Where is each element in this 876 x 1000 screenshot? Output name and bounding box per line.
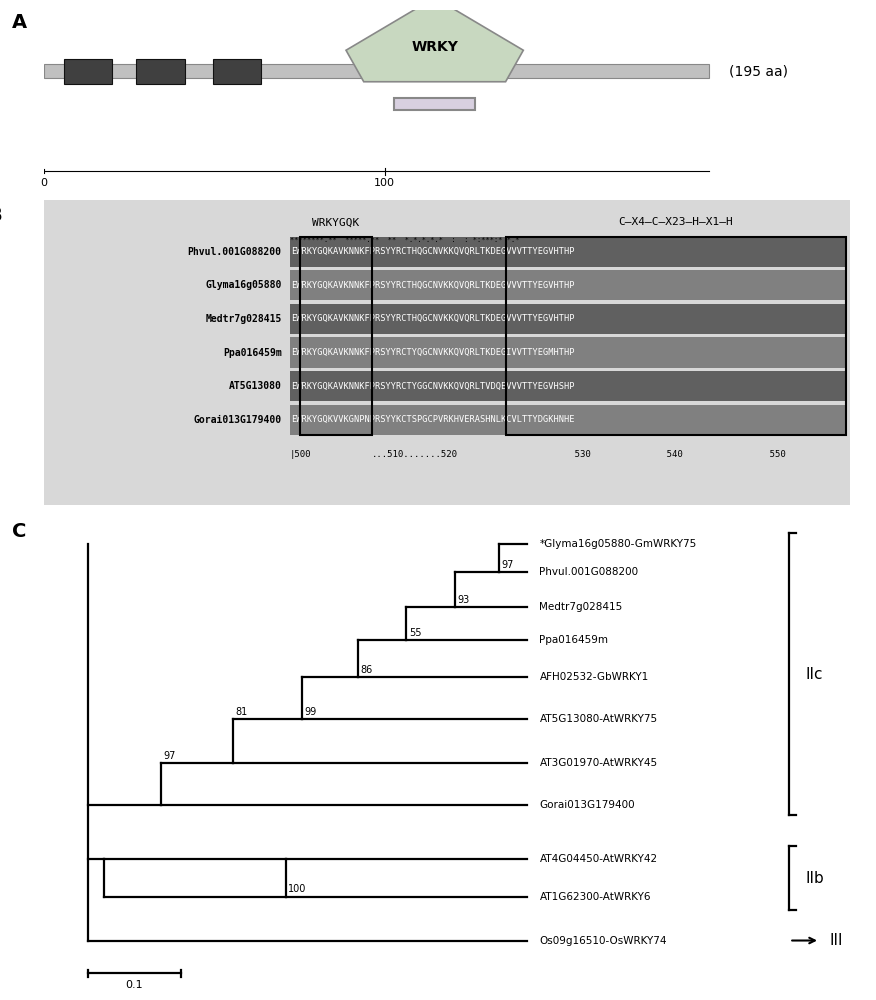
- FancyBboxPatch shape: [137, 59, 185, 84]
- Text: Medtr7g028415: Medtr7g028415: [205, 314, 281, 324]
- Text: EWRKYGQKAVKNNKFPRSYYRCTHQGCNVKKQVQRLTKDEGVVVTTYEGVHTHP: EWRKYGQKAVKNNKFPRSYYRCTHQGCNVKKQVQRLTKDE…: [291, 314, 575, 323]
- Text: IIb: IIb: [805, 871, 824, 886]
- Text: 86: 86: [361, 665, 373, 675]
- Text: 81: 81: [236, 707, 248, 717]
- Text: Phvul.001G088200: Phvul.001G088200: [540, 567, 639, 577]
- Text: C: C: [11, 522, 26, 541]
- FancyBboxPatch shape: [290, 337, 845, 368]
- Text: EWRKYGQKAVKNNKFPRSYYRCTHQGCNVKKQVQRLTKDEGVVVTTYEGVHTHP: EWRKYGQKAVKNNKFPRSYYRCTHQGCNVKKQVQRLTKDE…: [291, 247, 575, 256]
- Text: ********.**  *****.**  **  *.*.*.*.*  :  : *:***:* *.*: ********.** *****.** ** *.*.*.*.* : : *:…: [290, 237, 519, 243]
- FancyBboxPatch shape: [290, 371, 845, 401]
- FancyBboxPatch shape: [290, 237, 845, 267]
- Text: 100: 100: [374, 178, 395, 188]
- Text: (195 aa): (195 aa): [729, 64, 788, 78]
- Text: 540: 540: [630, 450, 683, 459]
- Text: Ppa016459m: Ppa016459m: [223, 348, 281, 358]
- FancyBboxPatch shape: [64, 59, 112, 84]
- FancyBboxPatch shape: [213, 59, 261, 84]
- FancyBboxPatch shape: [44, 200, 850, 505]
- Text: ...510.......520: ...510.......520: [372, 450, 458, 459]
- Text: EWRKYGQKVVKGNPNPRSYYKCTSPGCPVRKHVERASHNLKCVLTTYDGKHNHE: EWRKYGQKVVKGNPNPRSYYKCTSPGCPVRKHVERASHNL…: [291, 415, 575, 424]
- Text: AT5G13080: AT5G13080: [229, 381, 281, 391]
- Text: AT3G01970-AtWRKY45: AT3G01970-AtWRKY45: [540, 758, 658, 768]
- Text: A: A: [11, 13, 26, 32]
- FancyBboxPatch shape: [290, 304, 845, 334]
- Text: EWRKYGQKAVKNNKFPRSYYRCTYGGCNVKKQVQRLTVDQEVVVTTYEGVHSHP: EWRKYGQKAVKNNKFPRSYYRCTYGGCNVKKQVQRLTVDQ…: [291, 382, 575, 391]
- Text: |500: |500: [290, 450, 311, 459]
- Text: 97: 97: [163, 751, 175, 761]
- Text: IIc: IIc: [805, 667, 823, 682]
- Text: 93: 93: [457, 595, 470, 605]
- Text: Gorai013G179400: Gorai013G179400: [194, 415, 281, 425]
- Text: 99: 99: [304, 707, 316, 717]
- Text: EWRKYGQKAVKNNKFPRSYYRCTHQGCNVKKQVQRLTKDEGVVVTTYEGVHTHP: EWRKYGQKAVKNNKFPRSYYRCTHQGCNVKKQVQRLTKDE…: [291, 281, 575, 290]
- Text: Os09g16510-OsWRKY74: Os09g16510-OsWRKY74: [540, 936, 667, 946]
- Text: C–X4–C–X23–H–X1–H: C–X4–C–X23–H–X1–H: [618, 217, 733, 227]
- Text: EWRKYGQKAVKNNKFPRSYYRCTYQGCNVKKQVQRLTKDEGIVVTTYEGMHTHP: EWRKYGQKAVKNNKFPRSYYRCTYQGCNVKKQVQRLTKDE…: [291, 348, 575, 357]
- FancyBboxPatch shape: [394, 98, 475, 110]
- Text: 0.1: 0.1: [125, 980, 144, 990]
- Text: Ppa016459m: Ppa016459m: [540, 635, 609, 645]
- Text: 550: 550: [732, 450, 786, 459]
- Text: 97: 97: [502, 560, 514, 570]
- Text: Gorai013G179400: Gorai013G179400: [540, 800, 635, 810]
- FancyBboxPatch shape: [290, 270, 845, 300]
- Text: 55: 55: [409, 628, 421, 638]
- Text: WRKYGQK: WRKYGQK: [313, 217, 359, 227]
- FancyBboxPatch shape: [44, 64, 709, 78]
- FancyBboxPatch shape: [290, 405, 845, 435]
- Text: Glyma16g05880: Glyma16g05880: [205, 280, 281, 290]
- Text: *Glyma16g05880-GmWRKY75: *Glyma16g05880-GmWRKY75: [540, 539, 696, 549]
- Text: AT4G04450-AtWRKY42: AT4G04450-AtWRKY42: [540, 854, 658, 864]
- Text: AT1G62300-AtWRKY6: AT1G62300-AtWRKY6: [540, 892, 651, 902]
- Text: B: B: [0, 206, 2, 225]
- Text: III: III: [830, 933, 843, 948]
- Text: Medtr7g028415: Medtr7g028415: [540, 602, 623, 612]
- Text: 100: 100: [288, 884, 307, 894]
- Text: WRKY: WRKY: [411, 40, 458, 54]
- Text: AT5G13080-AtWRKY75: AT5G13080-AtWRKY75: [540, 714, 658, 724]
- Text: 530: 530: [537, 450, 590, 459]
- Text: 0: 0: [40, 178, 47, 188]
- Polygon shape: [346, 0, 523, 82]
- Text: AFH02532-GbWRKY1: AFH02532-GbWRKY1: [540, 672, 649, 682]
- Text: Phvul.001G088200: Phvul.001G088200: [187, 247, 281, 257]
